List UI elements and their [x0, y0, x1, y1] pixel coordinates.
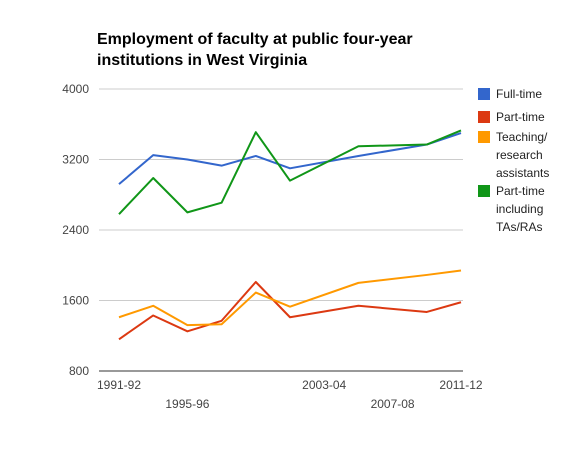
x-tick-label: 1995-96 — [165, 397, 209, 411]
x-tick-label: 2003-04 — [302, 378, 346, 392]
legend-swatch — [478, 111, 490, 123]
legend-swatch — [478, 185, 490, 197]
y-tick-label: 1600 — [62, 294, 89, 308]
legend-swatch — [478, 131, 490, 143]
x-tick-label: 2011-12 — [439, 378, 482, 392]
y-tick-label: 2400 — [62, 223, 89, 237]
legend-label: Part-time — [496, 110, 545, 124]
legend-label: Part-time including TAs/RAs — [496, 184, 545, 234]
series-lines — [118, 129, 462, 341]
series-line-teaching-research-assistants — [118, 269, 462, 327]
x-tick-label: 2007-08 — [371, 397, 415, 411]
series-line-part-time-including-tas-ras — [118, 129, 462, 215]
y-tick-label: 3200 — [62, 153, 89, 167]
legend-label: Teaching/research assistants — [496, 130, 549, 180]
series-line-full-time — [118, 132, 462, 185]
series-line-part-time — [118, 280, 462, 341]
x-tick-label: 1991-92 — [97, 378, 141, 392]
chart-title-line-1: Employment of faculty at public four-yea… — [97, 31, 413, 48]
legend-label: Full-time — [496, 87, 542, 101]
gridlines — [99, 88, 463, 372]
y-tick-label: 4000 — [62, 82, 89, 96]
y-tick-label: 800 — [69, 364, 89, 378]
legend: Full-time Part-time Teaching/research assis… — [478, 87, 549, 234]
x-axis-tick-labels: 1991-92 2003-04 2011-12 1995-96 2007-08 — [97, 378, 483, 411]
legend-swatch — [478, 88, 490, 100]
chart-title-line-2: institutions in West Virginia — [97, 52, 307, 69]
y-axis-tick-labels: 800 1600 2400 3200 4000 — [62, 82, 89, 378]
